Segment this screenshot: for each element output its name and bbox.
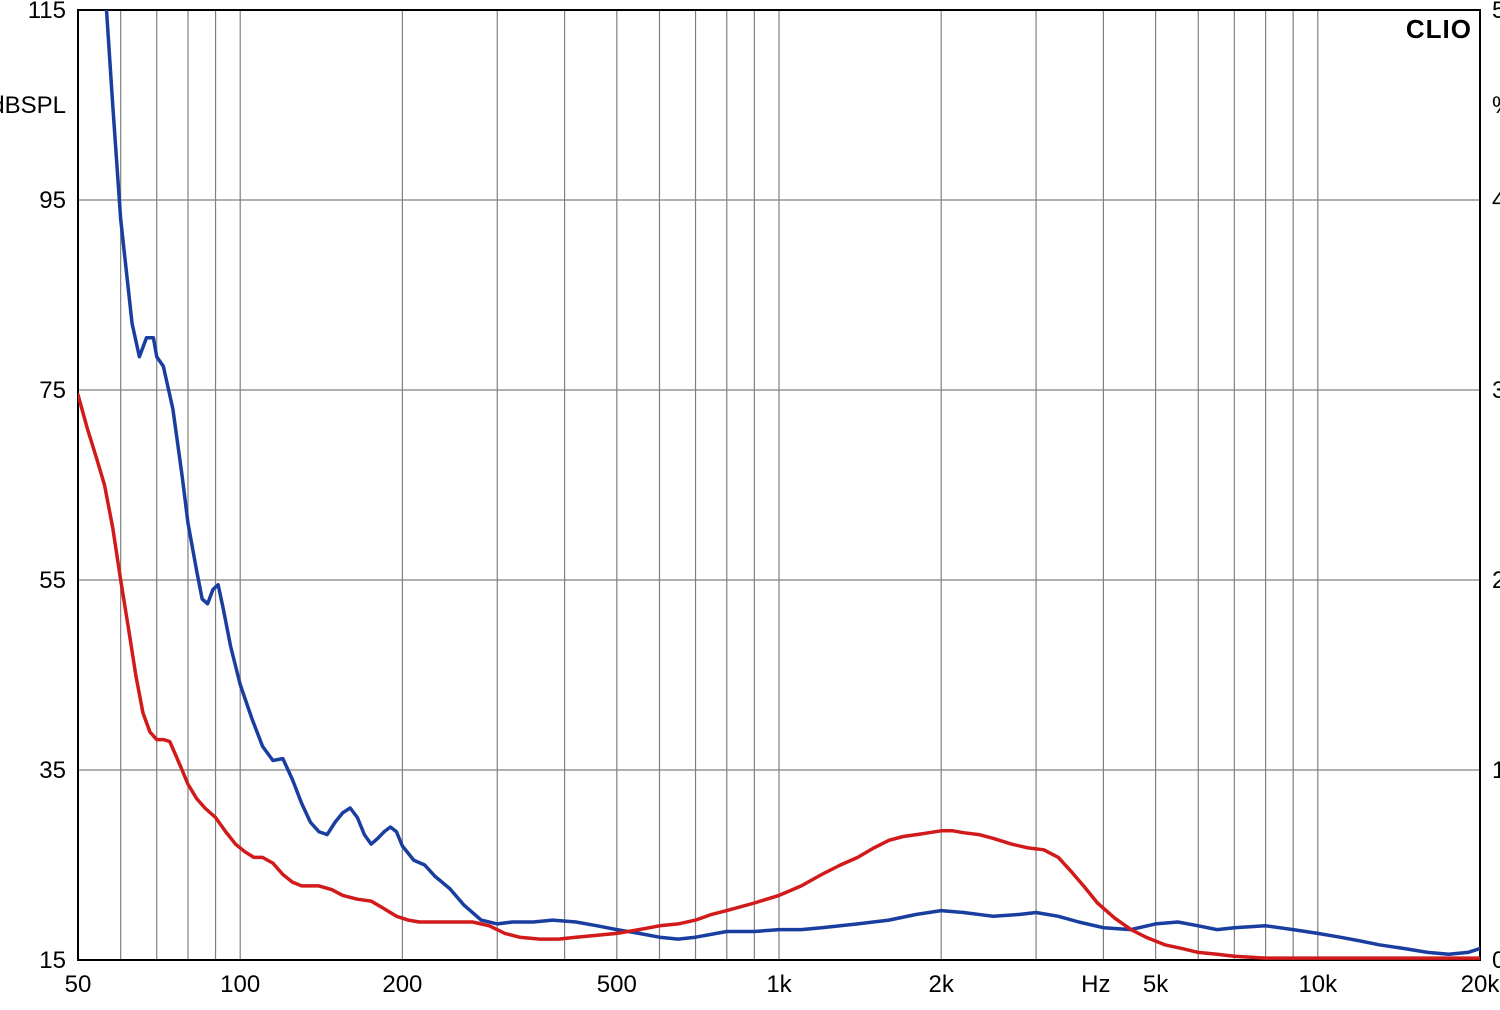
y-right-tick-label: 5 [1492,0,1500,24]
y-right-unit-label: % [1492,92,1500,119]
x-tick-label: 20k [1461,971,1500,998]
y-right-tick-label: 0 [1492,947,1500,974]
y-left-tick-label: 55 [39,567,66,594]
x-tick-label: 200 [382,971,422,998]
y-right-tick-label: 3 [1492,377,1500,404]
y-left-unit-label: dBSPL [0,92,66,119]
x-tick-label: 100 [220,971,260,998]
y-left-tick-label: 95 [39,187,66,214]
frequency-response-chart: 15 35 55 75 95 115 dBSPL 0 1 2 3 4 5% 50 100 200 500 1k 2k… [0,0,1500,1010]
x-tick-label: 5k [1143,971,1169,998]
x-tick-label: 50 [65,971,92,998]
y-right-tick-label: 4 [1492,187,1500,214]
y-right-tick-label: 1 [1492,757,1500,784]
y-right-tick-label: 2 [1492,567,1500,594]
y-left-tick-label: 75 [39,377,66,404]
x-unit-label: Hz [1081,971,1110,998]
watermark-label: CLIO [1406,14,1472,44]
y-left-tick-label: 115 [28,0,66,24]
y-left-tick-label: 35 [39,757,66,784]
x-tick-label: 1k [766,971,792,998]
x-tick-label: 10k [1298,971,1338,998]
x-tick-label: 500 [597,971,637,998]
chart-canvas: 15 35 55 75 95 115 dBSPL 0 1 2 3 4 5% 50 100 200 500 1k 2k… [0,0,1500,1010]
x-tick-label: 2k [929,971,955,998]
y-left-tick-label: 15 [39,947,66,974]
